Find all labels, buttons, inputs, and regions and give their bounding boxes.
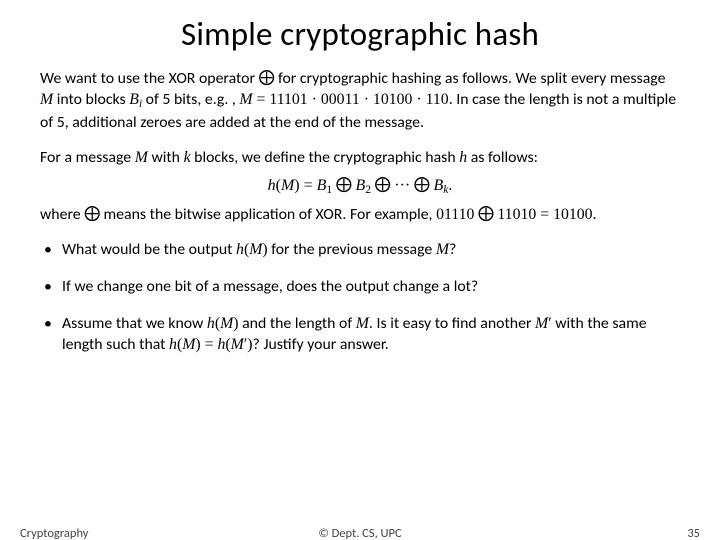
var-M: M [135,149,148,166]
var-h: h [268,177,276,194]
var-M: M [436,241,449,258]
period: . [593,205,597,224]
sub-2: 2 [365,183,371,195]
var-h: h [207,315,215,332]
var-M: M [356,315,369,332]
text: If we change one bit of a message, does … [62,277,478,296]
text: Assume that we know [62,314,207,333]
bits: 11101 · 00011 · 10100 · 110 [269,91,448,108]
dots: ··· [394,177,410,194]
var-M: M [40,91,53,108]
var-Mprime: M [535,315,548,332]
list-item: Assume that we know h(M) and the length … [62,313,680,355]
var-M: M [182,336,195,353]
text: We want to use the XOR operator [40,69,259,88]
text: = [253,91,270,108]
var-h: h [459,149,467,166]
text: . Is it easy to find another [369,314,535,333]
sub-1: 1 [326,183,332,195]
rparen-eq: ) = [294,177,316,194]
var-h: h [169,336,177,353]
text: for cryptographic hashing as follows. We… [274,69,665,88]
xor-icon: ⨁ [336,176,352,193]
text: blocks, we define the cryptographic hash [191,148,460,167]
var-B: B [355,177,365,194]
text: and the length of [239,314,356,333]
xor-icon: ⨁ [84,205,100,222]
qmark: ? [449,240,456,259]
footer-center: © Dept. CS, UPC [0,526,720,540]
intro-paragraph: We want to use the XOR operator ⨁ for cr… [40,68,680,133]
question-list: What would be the output h(M) for the pr… [40,239,680,356]
var-Mprime: M [231,336,244,353]
list-item: What would be the output h(M) for the pr… [62,239,680,260]
xor-icon: ⨁ [478,205,494,222]
xor-icon: ⨁ [375,176,391,193]
var-h: h [236,241,244,258]
text: for the previous message [268,240,436,259]
bits-r: 10100 [553,206,593,223]
slide: Simple cryptographic hash We want to use… [0,0,720,540]
def-paragraph: For a message M with k blocks, we define… [40,147,680,168]
text: of 5 bits, e.g. , [142,90,239,109]
text: For a message [40,148,135,167]
list-item: If we change one bit of a message, does … [62,276,680,297]
bits-b: 11010 [497,206,536,223]
text: means the bitwise application of XOR. Fo… [100,205,436,224]
xor-icon: ⨁ [259,69,275,86]
period: . [448,177,452,194]
rparen: ) = [195,336,217,353]
var-M: M [220,315,233,332]
var-M: M [249,241,262,258]
var-Bi: B [129,91,139,108]
footer-page-number: 35 [687,526,700,540]
slide-body: We want to use the XOR operator ⨁ for cr… [40,68,680,356]
text: with [148,148,184,167]
bits-a: 01110 [436,206,474,223]
text: ? Justify your answer. [253,335,389,354]
text: as follows: [467,148,538,167]
var-M: M [239,91,252,108]
var-k: k [184,149,191,166]
where-paragraph: where ⨁ means the bitwise application of… [40,204,680,225]
text: where [40,205,84,224]
text: into blocks [53,90,129,109]
page-title: Simple cryptographic hash [40,14,680,54]
text: What would be the output [62,240,236,259]
hash-formula: h(M) = B1 ⨁ B2 ⨁ ··· ⨁ Bk. [40,175,680,198]
xor-icon: ⨁ [414,176,430,193]
var-B: B [433,177,443,194]
eq: = [536,206,553,223]
var-B: B [317,177,327,194]
var-M: M [281,177,294,194]
